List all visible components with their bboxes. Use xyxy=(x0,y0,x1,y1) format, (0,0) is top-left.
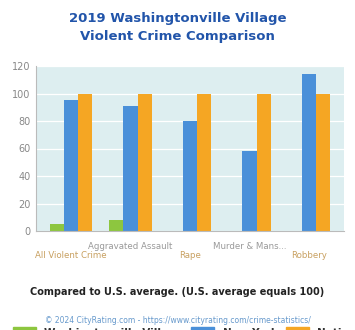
Bar xyxy=(138,93,152,231)
Bar xyxy=(109,220,123,231)
Text: Aggravated Assault: Aggravated Assault xyxy=(88,242,173,250)
Bar xyxy=(123,106,138,231)
Text: All Violent Crime: All Violent Crime xyxy=(35,251,107,260)
Text: Rape: Rape xyxy=(179,251,201,260)
Bar xyxy=(242,151,257,231)
Bar xyxy=(197,93,211,231)
Bar xyxy=(302,74,316,231)
Bar xyxy=(316,93,330,231)
Bar xyxy=(257,93,271,231)
Text: Murder & Mans...: Murder & Mans... xyxy=(213,242,286,250)
Bar xyxy=(183,121,197,231)
Legend: Washingtonville Village, New York, National: Washingtonville Village, New York, Natio… xyxy=(13,327,355,330)
Bar xyxy=(78,93,92,231)
Text: © 2024 CityRating.com - https://www.cityrating.com/crime-statistics/: © 2024 CityRating.com - https://www.city… xyxy=(45,315,310,325)
Bar xyxy=(50,224,64,231)
Text: Robbery: Robbery xyxy=(291,251,327,260)
Text: Compared to U.S. average. (U.S. average equals 100): Compared to U.S. average. (U.S. average … xyxy=(31,287,324,297)
Bar xyxy=(64,100,78,231)
Text: 2019 Washingtonville Village
Violent Crime Comparison: 2019 Washingtonville Village Violent Cri… xyxy=(69,12,286,43)
